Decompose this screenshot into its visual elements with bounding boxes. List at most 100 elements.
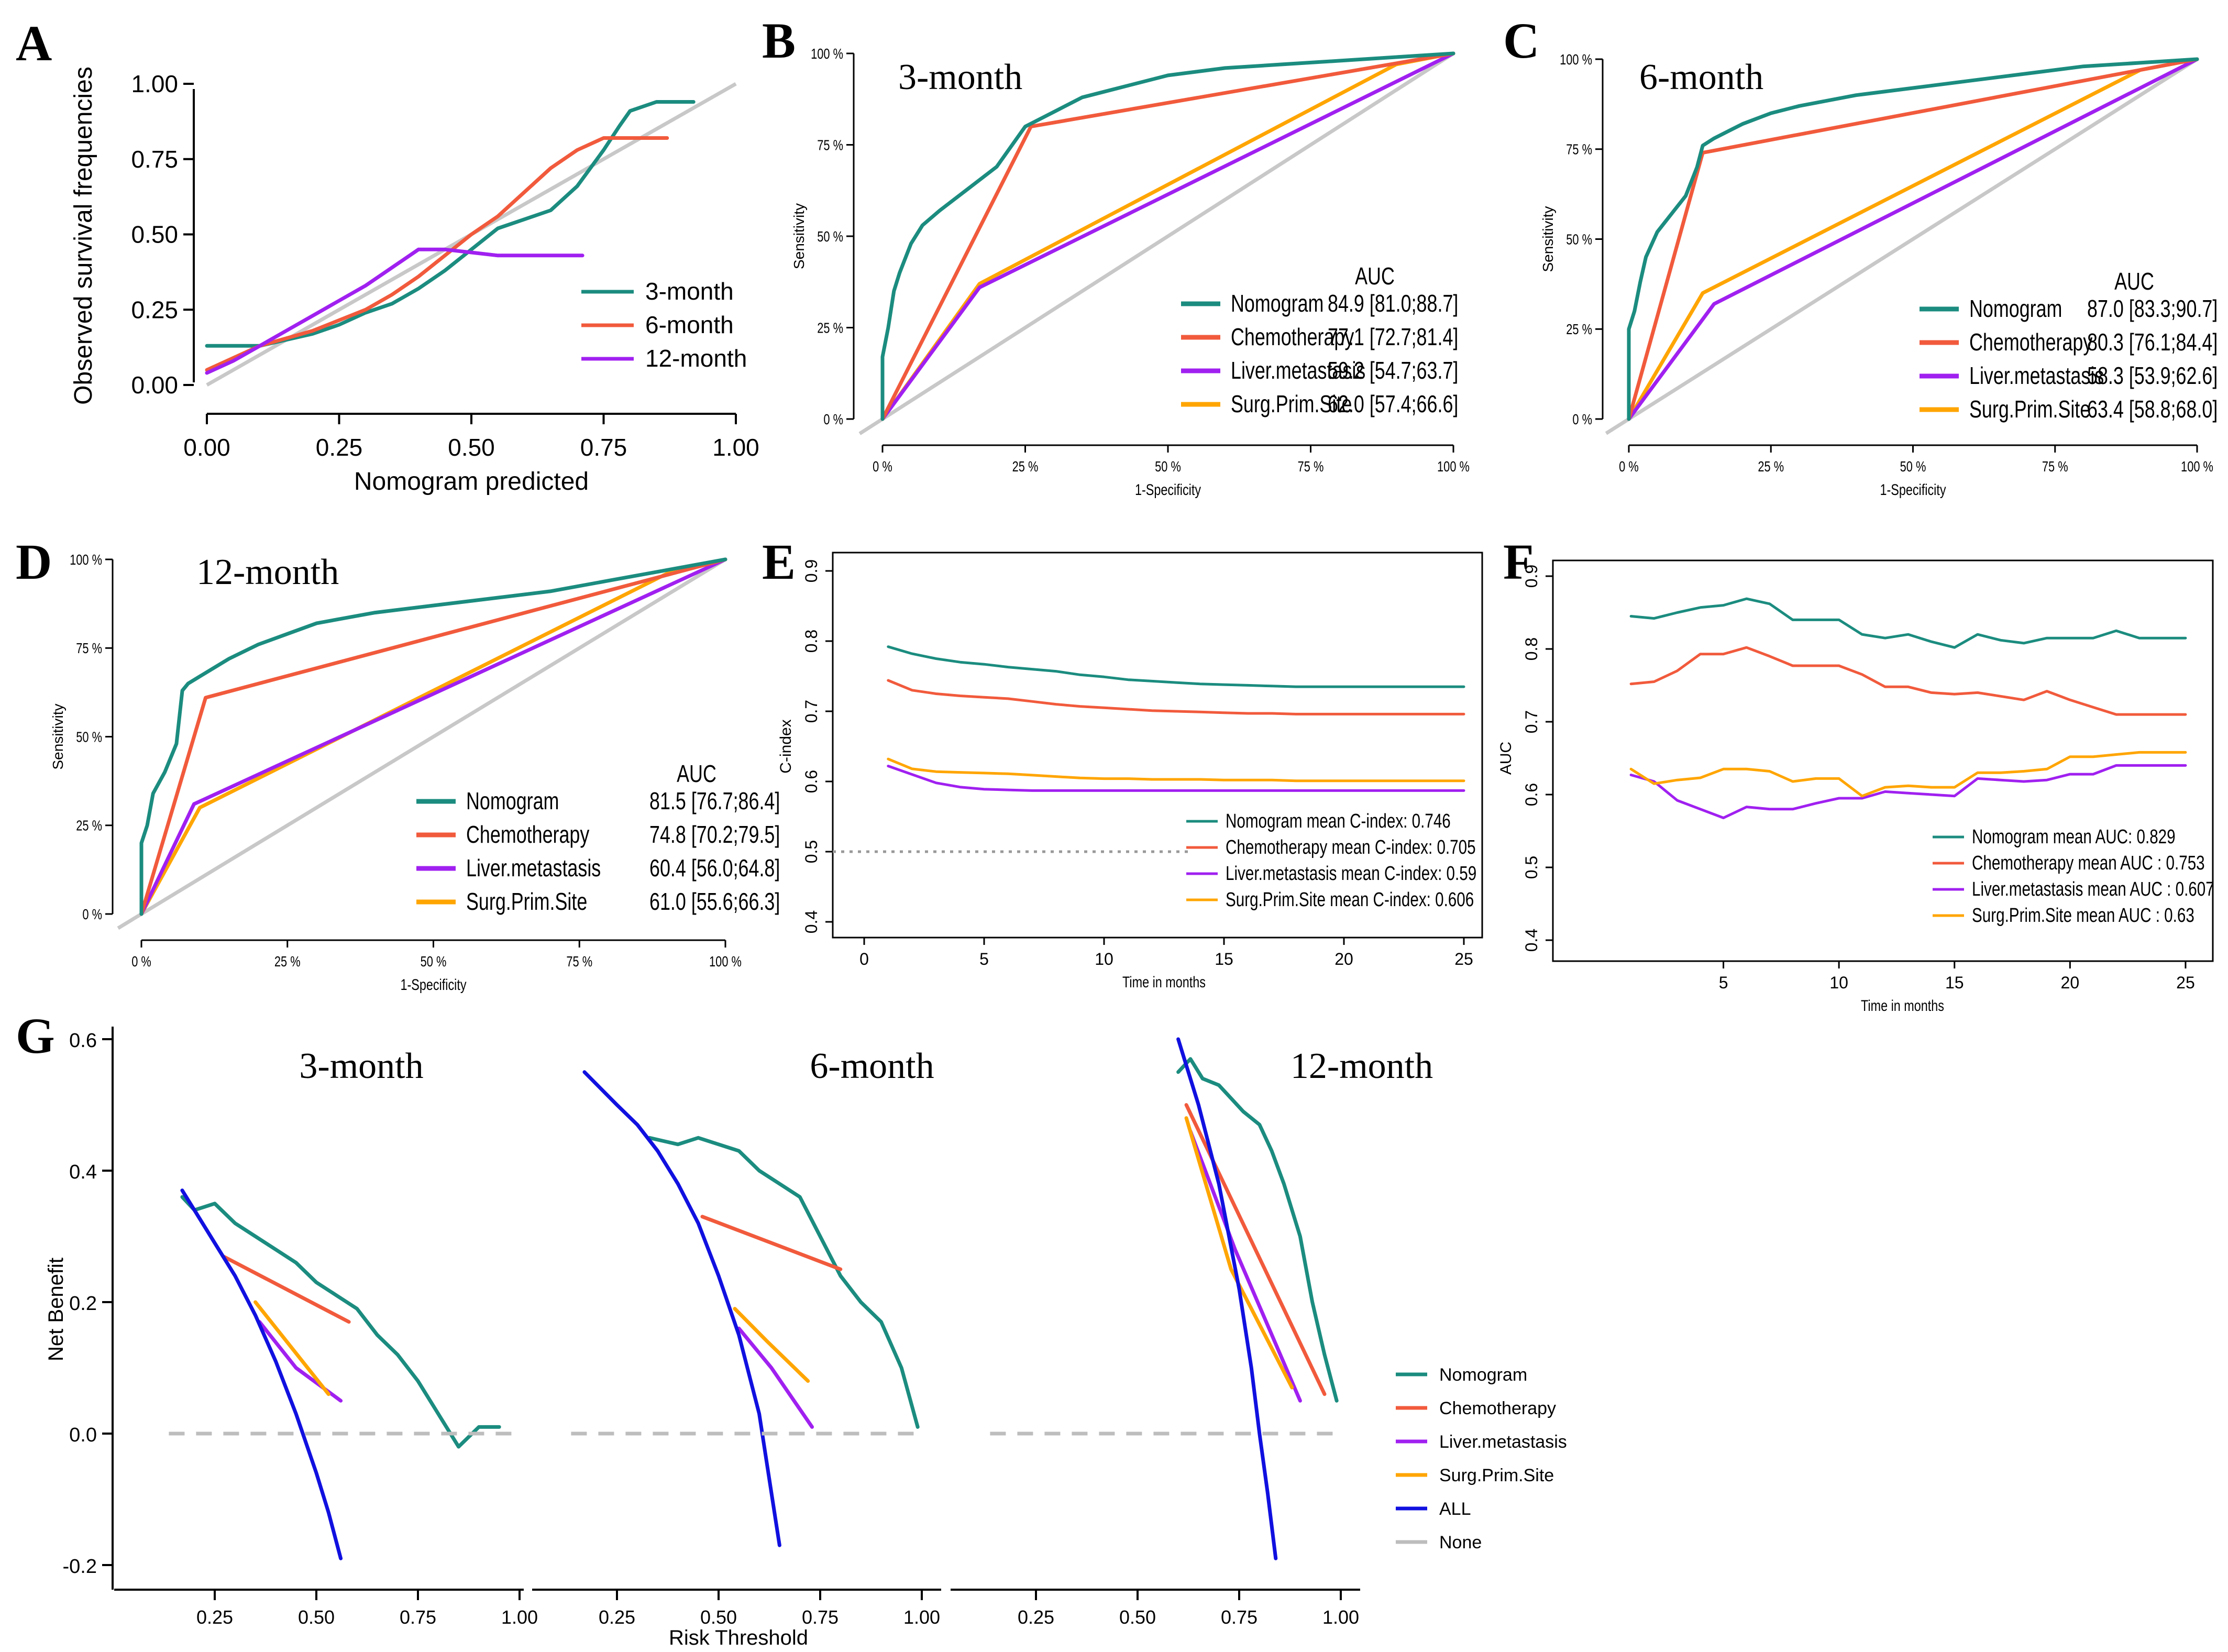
c-legend-auc-liver-metastasis: 58.3 [53.9;62.6] bbox=[2087, 362, 2218, 389]
c-y-tick-label: 50 % bbox=[1566, 232, 1592, 248]
d-y-tick-label: 100 % bbox=[70, 552, 102, 568]
g-x-tick-label: 0.50 bbox=[700, 1606, 737, 1628]
a-x-tick-label: 0.50 bbox=[448, 434, 495, 461]
panel-title-d: 12-month bbox=[196, 552, 339, 592]
c-x-tick-label: 50 % bbox=[1900, 458, 1926, 475]
e-legend-label-liver-metastasis: Liver.metastasis mean C-index: 0.59 bbox=[1226, 863, 1476, 885]
b-legend-auc-chemotherapy: 77.1 [72.7;81.4] bbox=[1328, 324, 1458, 350]
c-x-tick-label: 0 % bbox=[1619, 458, 1639, 475]
g-legend-label-chemotherapy: Chemotherapy bbox=[1439, 1398, 1556, 1418]
a-y-tick-label: 1.00 bbox=[131, 70, 178, 97]
b-y-tick-label: 50 % bbox=[817, 228, 843, 245]
f-y-axis-title: AUC bbox=[1497, 742, 1515, 775]
b-x-axis-title: 1-Specificity bbox=[1135, 481, 1201, 498]
e-legend-label-surg-prim-site: Surg.Prim.Site mean C-index: 0.606 bbox=[1226, 889, 1474, 911]
g-x-tick-label: 0.75 bbox=[802, 1606, 839, 1628]
f-series-chemotherapy bbox=[1629, 646, 2187, 716]
g-12-month-nomogram bbox=[1176, 1057, 1339, 1403]
e-x-tick-label: 10 bbox=[1095, 950, 1113, 968]
c-roc-chemotherapy bbox=[1627, 57, 2199, 421]
d-y-axis-title: Sensitivity bbox=[50, 703, 66, 769]
panel-letter-e: E bbox=[762, 534, 796, 590]
b-roc-chemotherapy bbox=[880, 51, 1455, 421]
a-legend-label-12-month: 12-month bbox=[645, 345, 747, 372]
c-legend-auc-chemotherapy: 80.3 [76.1;84.4] bbox=[2087, 329, 2218, 356]
g-x-tick-label: 0.75 bbox=[1221, 1606, 1258, 1628]
d-legend-label-chemotherapy: Chemotherapy bbox=[466, 821, 590, 848]
c-legend-label-surg-prim-site: Surg.Prim.Site bbox=[1969, 396, 2090, 423]
a-series-12-month bbox=[205, 247, 584, 375]
b-x-tick-label: 50 % bbox=[1155, 458, 1181, 475]
b-legend-auc-liver-metastasis: 59.2 [54.7;63.7] bbox=[1328, 357, 1458, 384]
e-y-tick-label: 0.5 bbox=[802, 840, 821, 863]
b-roc-nomogram bbox=[880, 51, 1455, 421]
e-y-tick-label: 0.9 bbox=[802, 559, 821, 582]
g-subplot-title-3-month: 3-month bbox=[299, 1046, 423, 1086]
c-y-tick-label: 25 % bbox=[1566, 322, 1592, 338]
panel-title-c: 6-month bbox=[1639, 57, 1763, 97]
a-series-6-month bbox=[205, 136, 669, 372]
g-x-tick-label: 0.25 bbox=[196, 1606, 233, 1628]
b-x-tick-label: 100 % bbox=[1437, 458, 1470, 475]
g-6-month-liver-metastasis bbox=[737, 1326, 814, 1429]
a-y-tick-label: 0.75 bbox=[131, 146, 178, 173]
e-series-nomogram bbox=[887, 645, 1465, 688]
b-legend-label-chemotherapy: Chemotherapy bbox=[1231, 324, 1354, 350]
a-x-tick-label: 0.75 bbox=[580, 434, 627, 461]
d-y-tick-label: 0 % bbox=[82, 906, 102, 922]
g-6-month-nomogram bbox=[647, 1136, 920, 1429]
g-x-tick-label: 0.25 bbox=[1018, 1606, 1054, 1628]
f-x-tick-label: 20 bbox=[2061, 973, 2080, 992]
e-y-tick-label: 0.8 bbox=[802, 630, 821, 653]
panel-letter-b: B bbox=[762, 13, 796, 69]
b-x-tick-label: 25 % bbox=[1012, 458, 1039, 475]
d-reference-line bbox=[117, 558, 726, 930]
g-6-month-all bbox=[582, 1070, 781, 1547]
c-roc-nomogram bbox=[1627, 57, 2199, 421]
g-legend-label-none: None bbox=[1439, 1533, 1482, 1552]
a-x-axis-title: Nomogram predicted bbox=[354, 468, 589, 495]
d-auc-header: AUC bbox=[677, 761, 716, 787]
g-3-month-chemotherapy bbox=[221, 1254, 351, 1324]
f-series-surg-prim-site bbox=[1629, 751, 2187, 798]
c-reference-line bbox=[1605, 58, 2198, 435]
f-y-tick-label: 0.4 bbox=[1522, 929, 1541, 952]
g-x-axis-title: Risk Threshold bbox=[669, 1626, 808, 1649]
e-legend-label-chemotherapy: Chemotherapy mean C-index: 0.705 bbox=[1226, 836, 1476, 858]
g-y-tick-label: -0.2 bbox=[63, 1556, 97, 1578]
b-x-tick-label: 0 % bbox=[873, 458, 892, 475]
g-12-month-liver-metastasis bbox=[1188, 1129, 1302, 1403]
f-plot-frame bbox=[1552, 559, 2214, 962]
c-y-tick-label: 75 % bbox=[1566, 141, 1592, 158]
e-x-tick-label: 0 bbox=[859, 950, 869, 968]
b-y-tick-label: 0 % bbox=[823, 411, 843, 427]
e-x-tick-label: 15 bbox=[1215, 950, 1233, 968]
f-y-tick-label: 0.5 bbox=[1522, 856, 1541, 879]
a-legend-label-3-month: 3-month bbox=[645, 278, 734, 305]
e-plot-frame bbox=[832, 552, 1483, 939]
g-6-month-surg-prim-site bbox=[733, 1307, 810, 1383]
g-3-month-all bbox=[180, 1188, 343, 1560]
g-12-month-all bbox=[1176, 1037, 1278, 1560]
g-3-month-nomogram bbox=[180, 1195, 501, 1449]
b-legend-label-surg-prim-site: Surg.Prim.Site bbox=[1231, 391, 1352, 417]
g-12-month-surg-prim-site bbox=[1184, 1116, 1294, 1390]
d-legend-label-liver-metastasis: Liver.metastasis bbox=[466, 855, 601, 882]
a-x-tick-label: 0.00 bbox=[183, 434, 230, 461]
f-y-tick-label: 0.7 bbox=[1522, 710, 1541, 733]
d-roc-chemotherapy bbox=[139, 557, 727, 916]
g-y-tick-label: 0.0 bbox=[69, 1424, 97, 1446]
f-y-tick-label: 0.8 bbox=[1522, 637, 1541, 660]
d-roc-liver-metastasis bbox=[139, 557, 727, 916]
g-y-tick-label: 0.2 bbox=[69, 1293, 97, 1315]
e-series-chemotherapy bbox=[887, 679, 1465, 715]
b-y-axis-title: Sensitivity bbox=[791, 203, 807, 269]
f-x-tick-label: 15 bbox=[1945, 973, 1964, 992]
c-x-axis-title: 1-Specificity bbox=[1880, 481, 1946, 498]
g-legend-label-nomogram: Nomogram bbox=[1439, 1365, 1527, 1385]
f-legend-label-nomogram: Nomogram mean AUC: 0.829 bbox=[1972, 826, 2176, 848]
b-y-tick-label: 75 % bbox=[817, 137, 843, 153]
a-x-tick-label: 0.25 bbox=[316, 434, 363, 461]
e-x-tick-label: 25 bbox=[1454, 950, 1473, 968]
g-legend-label-liver-metastasis: Liver.metastasis bbox=[1439, 1432, 1567, 1452]
